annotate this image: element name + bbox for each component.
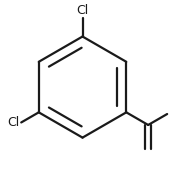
Text: Cl: Cl (7, 116, 20, 129)
Text: Cl: Cl (76, 4, 89, 17)
